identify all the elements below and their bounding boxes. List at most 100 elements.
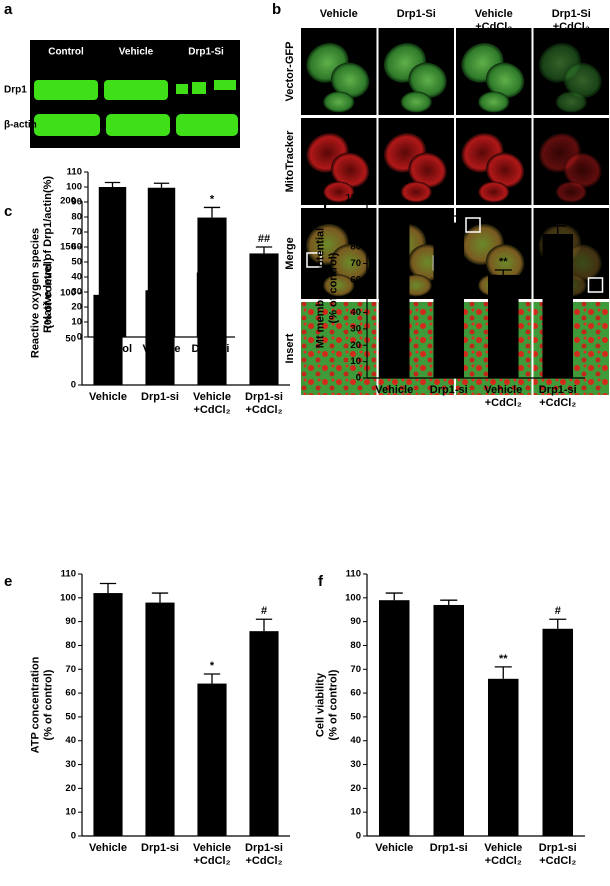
y-tick-label: 70 <box>65 664 76 675</box>
x-tick-label: Drp1-si +CdCl₂ <box>538 842 577 867</box>
x-tick-label-box: Vehicle <box>375 384 414 396</box>
y-axis-label: (% of control) <box>42 257 54 328</box>
cell <box>323 91 355 113</box>
y-tick-label: 90 <box>350 616 361 627</box>
x-tick-label-box: Drp1-si <box>141 391 179 403</box>
error-bar <box>440 215 458 223</box>
y-tick-label: 60 <box>350 274 361 285</box>
x-tick-label-box: Vehicle <box>89 842 127 854</box>
y-tick-label: 40 <box>350 307 361 318</box>
y-tick-label: 40 <box>65 735 76 746</box>
row-label: Vector-GFP <box>284 42 296 102</box>
x-tick-label-box: Vehicle +CdCl₂ <box>193 391 231 416</box>
error-bar <box>153 182 170 188</box>
error-bar <box>151 283 169 291</box>
annotation: * <box>210 660 215 672</box>
error-bar <box>494 269 512 275</box>
annotation: # <box>261 605 267 617</box>
x-tick-label-box: Drp1-si +CdCl₂ <box>538 842 577 867</box>
y-axis-label: Relative level of Drp1/actin(%) <box>42 176 54 333</box>
x-tick-label: Vehicle <box>375 842 414 854</box>
annotation: ** <box>499 653 508 665</box>
error-bar <box>255 618 273 632</box>
panel-label: b <box>272 1 281 18</box>
y-tick-label: 90 <box>71 197 82 208</box>
y-tick-label: 80 <box>350 640 361 651</box>
annotation: * <box>210 193 215 205</box>
y-axis-label: Cell viability <box>314 672 326 737</box>
x-tick-label: Drp1-si <box>141 842 179 854</box>
bar <box>93 294 123 385</box>
y-tick-label: 90 <box>65 616 76 627</box>
row-label: MitoTracker <box>284 130 296 192</box>
error-bar <box>151 592 169 603</box>
bar <box>378 600 410 836</box>
blot-row-label: Drp1 <box>4 85 27 96</box>
y-tick-label: 80 <box>65 640 76 651</box>
x-tick-label: Drp1-si <box>429 384 468 396</box>
error-bar <box>104 181 121 187</box>
insert-box <box>306 252 322 268</box>
y-tick-label: 20 <box>350 783 361 794</box>
cell <box>478 181 510 203</box>
bar <box>542 628 574 836</box>
y-tick-label: 10 <box>350 356 361 367</box>
x-tick-label: Vehicle +CdCl₂ <box>484 384 523 409</box>
y-tick-label: 10 <box>65 807 76 818</box>
annotation: ## <box>552 212 564 224</box>
y-tick-label: 80 <box>71 212 82 223</box>
y-tick-label: 80 <box>350 242 361 253</box>
row-label: Merge <box>284 237 296 269</box>
x-tick-label: Vehicle +CdCl₂ <box>193 842 231 867</box>
cell <box>563 62 602 98</box>
y-tick-label: 90 <box>350 225 361 236</box>
bar <box>487 678 519 836</box>
y-tick-label: 50 <box>350 711 361 722</box>
cell <box>400 91 432 113</box>
y-tick-label: 10 <box>71 317 82 328</box>
bar <box>487 274 519 378</box>
bar <box>197 683 227 836</box>
bar <box>249 631 279 836</box>
x-tick-label-box: Vehicle +CdCl₂ <box>193 842 231 867</box>
y-tick-label: 0 <box>71 380 76 391</box>
blot-lane-label: Control <box>48 47 84 58</box>
insert-box <box>587 277 604 293</box>
bar <box>433 222 465 378</box>
y-tick-label: 0 <box>77 332 82 343</box>
x-tick-label-box: Drp1-si <box>429 384 468 396</box>
y-tick-label: 20 <box>350 340 361 351</box>
y-tick-label: 30 <box>71 287 82 298</box>
x-tick-label-box: Drp1-si +CdCl₂ <box>245 391 283 416</box>
y-tick-label: 30 <box>65 759 76 770</box>
annotation: # <box>555 605 561 617</box>
column-header: Vehicle <box>319 8 358 20</box>
x-tick-label: Vehicle +CdCl₂ <box>193 391 231 416</box>
annotation: ## <box>258 233 270 245</box>
cell <box>408 152 447 188</box>
y-tick-label: 30 <box>350 323 361 334</box>
cell <box>563 152 602 188</box>
x-tick-label: Drp1-si <box>429 842 468 854</box>
bar <box>197 217 227 385</box>
column-header: Drp1-Si <box>396 8 436 20</box>
cell <box>323 181 355 203</box>
y-axis-label: (% of control) <box>327 252 339 323</box>
cell <box>555 91 587 113</box>
x-tick-label: Vehicle <box>375 384 414 396</box>
blot-row-label: β-actin <box>4 120 37 131</box>
cell <box>330 244 370 281</box>
cell <box>478 91 510 113</box>
bar <box>145 602 175 836</box>
insert-box <box>465 217 481 233</box>
micrograph <box>301 302 377 395</box>
y-tick-label: 100 <box>345 209 361 220</box>
cell <box>330 62 370 98</box>
bar <box>145 290 175 385</box>
error-bar <box>440 599 458 605</box>
x-tick-label: Vehicle +CdCl₂ <box>484 842 523 867</box>
x-tick-label-box: Drp1-si <box>141 842 179 854</box>
panel-label: e <box>4 573 12 590</box>
x-tick-label: Vehicle <box>89 391 127 403</box>
